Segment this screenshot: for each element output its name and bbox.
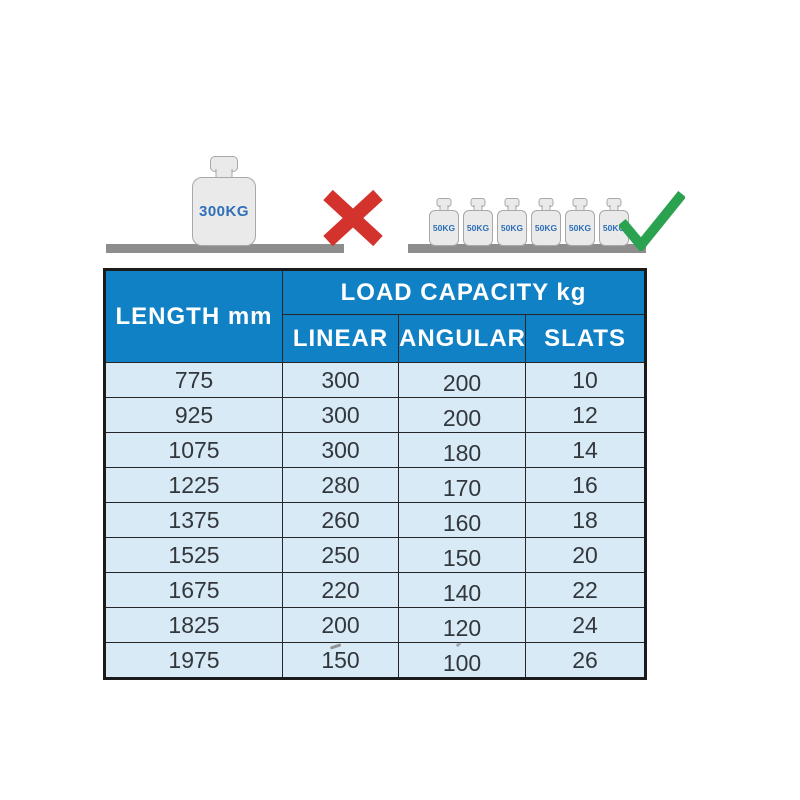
cell-angular: 170 <box>398 467 526 503</box>
shelf-right <box>408 244 646 253</box>
capacity-table-body: 775 300 200 10 925 300 200 12 1075 300 180 14 1225 28… <box>104 362 647 679</box>
table-row: 1225 280 170 16 <box>104 467 647 503</box>
capacity-table: LENGTH mm LOAD CAPACITY kg LINEAR ANGULA… <box>103 268 648 680</box>
weight-neck <box>439 205 449 212</box>
cell-linear: 200 <box>282 607 399 643</box>
cell-linear: 150 <box>282 642 399 679</box>
table-row: 1075 300 180 14 <box>104 432 647 468</box>
cell-length: 1375 <box>104 502 283 538</box>
cell-angular: 180 <box>398 432 526 468</box>
header-load-capacity: LOAD CAPACITY kg <box>281 269 647 315</box>
cell-angular: 200 <box>398 397 526 433</box>
cell-length: 1675 <box>104 572 283 608</box>
weight-label: 50KG <box>432 223 456 233</box>
small-weight: 50KG <box>463 198 493 246</box>
cell-linear: 280 <box>282 467 399 503</box>
cell-slats: 12 <box>524 397 647 433</box>
cell-angular: 200 <box>398 362 526 398</box>
table-row: 1525 250 150 20 <box>104 537 647 573</box>
weight-label: 300KG <box>198 203 250 220</box>
weight-body: 50KG <box>565 210 595 246</box>
weight-neck <box>473 205 483 212</box>
small-weight: 50KG <box>531 198 561 246</box>
weight-neck <box>215 169 233 179</box>
header-linear: LINEAR <box>282 314 399 363</box>
cell-slats: 20 <box>524 537 647 573</box>
cell-slats: 10 <box>524 362 647 398</box>
table-row: 1675 220 140 22 <box>104 572 647 608</box>
cell-length: 925 <box>104 397 283 433</box>
table-row: 775 300 200 10 <box>104 362 647 398</box>
weight-body: 50KG <box>497 210 527 246</box>
cell-length: 775 <box>104 362 283 398</box>
header-length: LENGTH mm <box>104 269 283 363</box>
weight-label: 50KG <box>568 223 592 233</box>
cell-slats: 18 <box>524 502 647 538</box>
cell-angular: 160 <box>398 502 526 538</box>
weight-neck <box>507 205 517 212</box>
cell-slats: 14 <box>524 432 647 468</box>
cell-linear: 250 <box>282 537 399 573</box>
header-slats: SLATS <box>524 314 647 363</box>
cell-slats: 26 <box>524 642 647 679</box>
cell-length: 1975 <box>104 642 283 679</box>
cell-angular: 140 <box>398 572 526 608</box>
table-row: 1375 260 160 18 <box>104 502 647 538</box>
weight-neck <box>575 205 585 212</box>
weight-body: 50KG <box>463 210 493 246</box>
table-row: 1975 150 100 26 <box>104 642 647 679</box>
cell-length: 1075 <box>104 432 283 468</box>
cell-length: 1225 <box>104 467 283 503</box>
weight-label: 50KG <box>534 223 558 233</box>
cell-slats: 24 <box>524 607 647 643</box>
cell-angular: 100 <box>398 642 526 679</box>
shelf-left <box>106 244 344 253</box>
cell-linear: 300 <box>282 397 399 433</box>
header-angular: ANGULAR <box>398 314 526 363</box>
table-row: 1825 200 120 24 <box>104 607 647 643</box>
table-row: 925 300 200 12 <box>104 397 647 433</box>
check-icon <box>619 191 685 251</box>
cell-linear: 300 <box>282 432 399 468</box>
weight-label: 50KG <box>466 223 490 233</box>
weight-neck <box>541 205 551 212</box>
weight-body: 300KG <box>192 177 256 246</box>
cell-slats: 22 <box>524 572 647 608</box>
weight-body: 50KG <box>429 210 459 246</box>
cell-slats: 16 <box>524 467 647 503</box>
cell-linear: 260 <box>282 502 399 538</box>
cell-length: 1825 <box>104 607 283 643</box>
small-weight: 50KG <box>429 198 459 246</box>
cell-length: 1525 <box>104 537 283 573</box>
cell-linear: 300 <box>282 362 399 398</box>
weight-neck <box>609 205 619 212</box>
small-weight: 50KG <box>565 198 595 246</box>
large-weight: 300KG <box>192 156 256 246</box>
weight-body: 50KG <box>531 210 561 246</box>
cross-icon <box>323 189 383 247</box>
weight-label: 50KG <box>602 223 626 233</box>
cell-linear: 220 <box>282 572 399 608</box>
small-weight: 50KG <box>497 198 527 246</box>
weight-label: 50KG <box>500 223 524 233</box>
cell-angular: 120 <box>398 607 526 643</box>
cell-angular: 150 <box>398 537 526 573</box>
